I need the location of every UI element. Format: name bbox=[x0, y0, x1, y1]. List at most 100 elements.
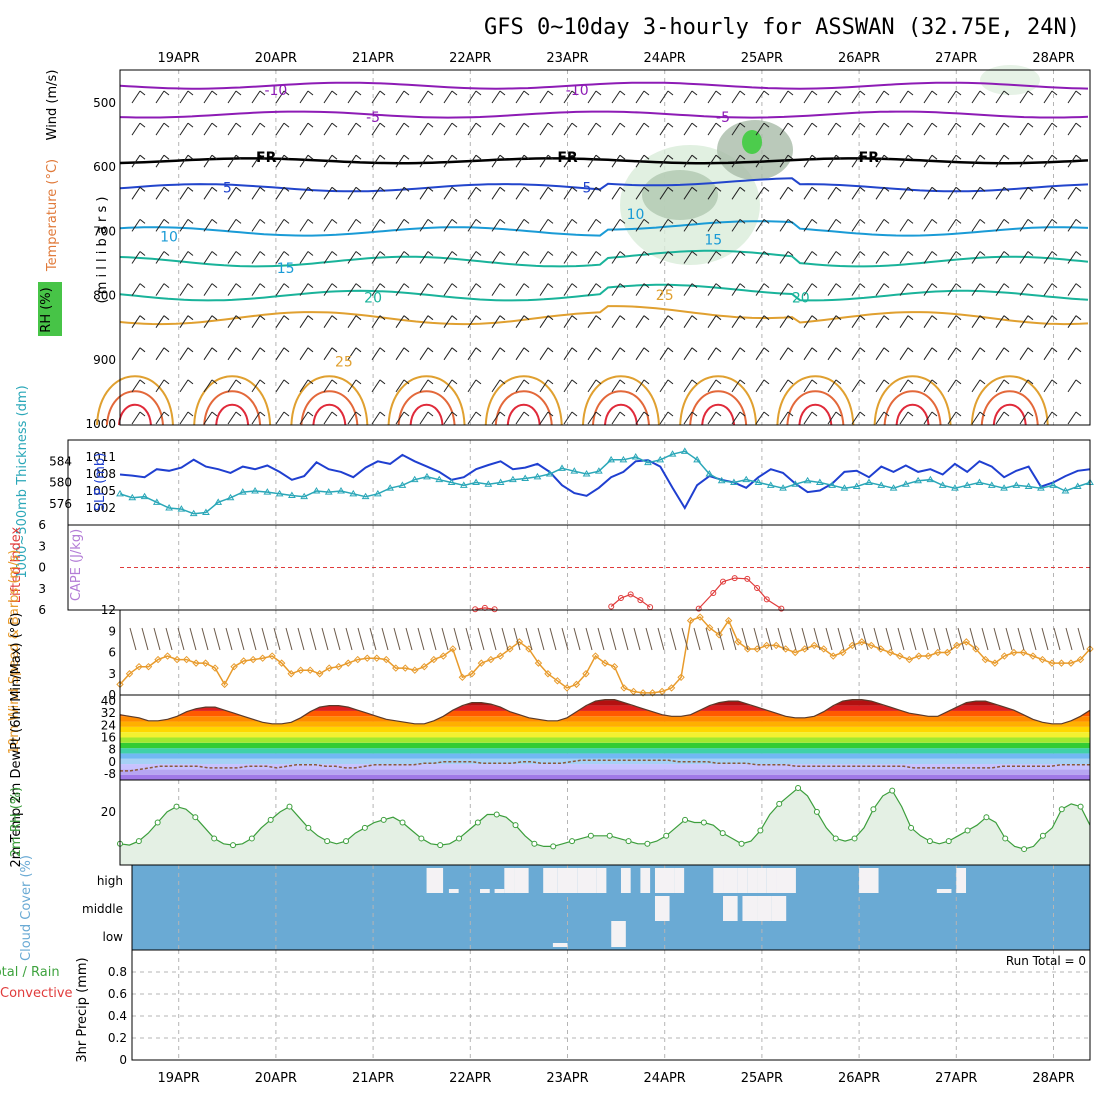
wind-barb-shaft bbox=[707, 90, 717, 104]
wind-barb-shaft bbox=[587, 411, 597, 425]
wind-barb-flag bbox=[1027, 90, 1034, 96]
wind-barb-shaft bbox=[539, 90, 549, 104]
wind-speed-marker bbox=[981, 655, 990, 664]
wind-barb bbox=[563, 379, 578, 393]
rh-marker bbox=[945, 838, 952, 845]
wind-barb bbox=[155, 219, 170, 232]
wind-barb-flag bbox=[691, 90, 698, 96]
wind-speed-marker bbox=[648, 689, 657, 697]
wind-barb-shaft bbox=[611, 154, 621, 168]
lifted-index-marker bbox=[710, 590, 717, 596]
rh-marker bbox=[211, 835, 218, 842]
wind-barb-flag bbox=[211, 315, 218, 321]
wind-barb-flag bbox=[1027, 379, 1034, 385]
wind-barb-flag bbox=[931, 219, 938, 224]
wind-speed-marker bbox=[525, 645, 533, 653]
wind-barb bbox=[851, 347, 866, 361]
wind-speed-marker bbox=[943, 648, 952, 657]
wind-barb bbox=[323, 122, 338, 136]
wind-barb-shaft bbox=[203, 379, 213, 393]
slp-tick-label: 1002 bbox=[85, 501, 116, 515]
surface-wind-barb bbox=[225, 627, 233, 651]
slp-marker bbox=[435, 475, 444, 483]
wind-barb-flag bbox=[139, 283, 146, 288]
wind-barb-shaft bbox=[131, 219, 141, 232]
surface-wind-barb bbox=[645, 627, 653, 651]
wind-barb bbox=[1067, 411, 1082, 425]
wind-barb-shaft bbox=[779, 219, 789, 232]
wind-barb bbox=[131, 283, 146, 296]
rh-marker bbox=[380, 816, 387, 823]
wind-barb bbox=[851, 315, 866, 328]
wind-barb-shaft bbox=[227, 122, 237, 136]
wind-barb-shaft bbox=[179, 283, 189, 296]
rh-marker bbox=[964, 827, 971, 834]
wind-barb-flag bbox=[811, 154, 818, 160]
wind-barb-flag bbox=[763, 219, 770, 224]
wind-barb-shaft bbox=[995, 379, 1005, 393]
wind-barb-flag bbox=[859, 122, 866, 128]
wind-barb bbox=[275, 154, 290, 168]
wind-barb bbox=[155, 154, 170, 168]
wind-barb-shaft bbox=[227, 90, 237, 104]
wind-barb-shaft bbox=[1043, 347, 1053, 361]
wind-barb bbox=[299, 90, 314, 104]
wind-barb-flag bbox=[187, 411, 194, 417]
wind-barb-shaft bbox=[731, 283, 741, 296]
li-tick-label: 3 bbox=[38, 582, 46, 596]
wind-barb-shaft bbox=[179, 379, 189, 393]
wind-barb-flag bbox=[931, 122, 938, 128]
wind-barb bbox=[299, 347, 314, 361]
isotherm-loop bbox=[970, 375, 1049, 426]
wind-barb-shaft bbox=[755, 347, 765, 361]
wind-barb bbox=[467, 251, 482, 264]
isotherm-loop bbox=[95, 375, 174, 426]
wind-barb-shaft bbox=[227, 251, 237, 264]
isotherm-loop bbox=[581, 375, 660, 426]
wind-barb-flag bbox=[691, 379, 698, 385]
surface-wind-barb bbox=[969, 627, 977, 651]
precip-tick-label: 0.8 bbox=[108, 965, 127, 979]
wind-barb-flag bbox=[1051, 186, 1058, 192]
wind-barb-flag bbox=[667, 379, 674, 385]
wind-barb-shaft bbox=[491, 219, 501, 232]
wind-barb-shaft bbox=[323, 283, 333, 296]
wind-barb-shaft bbox=[707, 122, 717, 136]
lifted-index-marker bbox=[695, 605, 702, 612]
temp-band bbox=[120, 764, 1090, 770]
wind-barb-flag bbox=[139, 90, 146, 96]
wind-barb-flag bbox=[451, 411, 458, 417]
wind-barb-flag bbox=[811, 122, 818, 128]
wind-barb-shaft bbox=[347, 347, 357, 361]
wind-barb-shaft bbox=[659, 122, 669, 136]
wind-barb-flag bbox=[739, 411, 746, 417]
wind-barb bbox=[947, 411, 962, 425]
slp-marker bbox=[987, 481, 996, 488]
wind-barb bbox=[323, 379, 338, 393]
wind-barb bbox=[515, 154, 530, 168]
wind-barb-flag bbox=[187, 315, 194, 321]
wind-barb-flag bbox=[499, 251, 506, 256]
wind-barb-flag bbox=[643, 90, 650, 96]
wind-barb-shaft bbox=[1067, 315, 1077, 328]
wind-barb-shaft bbox=[251, 122, 261, 136]
wind-barb-shaft bbox=[515, 315, 525, 328]
wind-barb-shaft bbox=[587, 90, 597, 104]
li-tick-label: 3 bbox=[38, 539, 46, 553]
wind-barb bbox=[1019, 122, 1034, 136]
wind-barb bbox=[803, 90, 818, 104]
isotherm-line bbox=[119, 81, 1089, 90]
wind-barb-shaft bbox=[563, 187, 573, 200]
wind-barb-shaft bbox=[851, 315, 861, 328]
wind-barb-shaft bbox=[155, 411, 165, 425]
wind-speed-marker bbox=[610, 662, 619, 671]
slp-marker bbox=[791, 480, 800, 487]
temp2m-axis-label: 2m Temp 2m DewPt (6hr Min/Max) (°C) bbox=[9, 613, 24, 868]
isotherm-loop bbox=[215, 403, 250, 426]
wind-barb-shaft bbox=[419, 411, 429, 425]
wind-barb bbox=[587, 251, 602, 264]
wind-barb-shaft bbox=[899, 251, 909, 264]
wind-barb-shaft bbox=[227, 187, 237, 200]
wind-barb-shaft bbox=[227, 411, 237, 425]
wind-barb bbox=[731, 122, 746, 136]
